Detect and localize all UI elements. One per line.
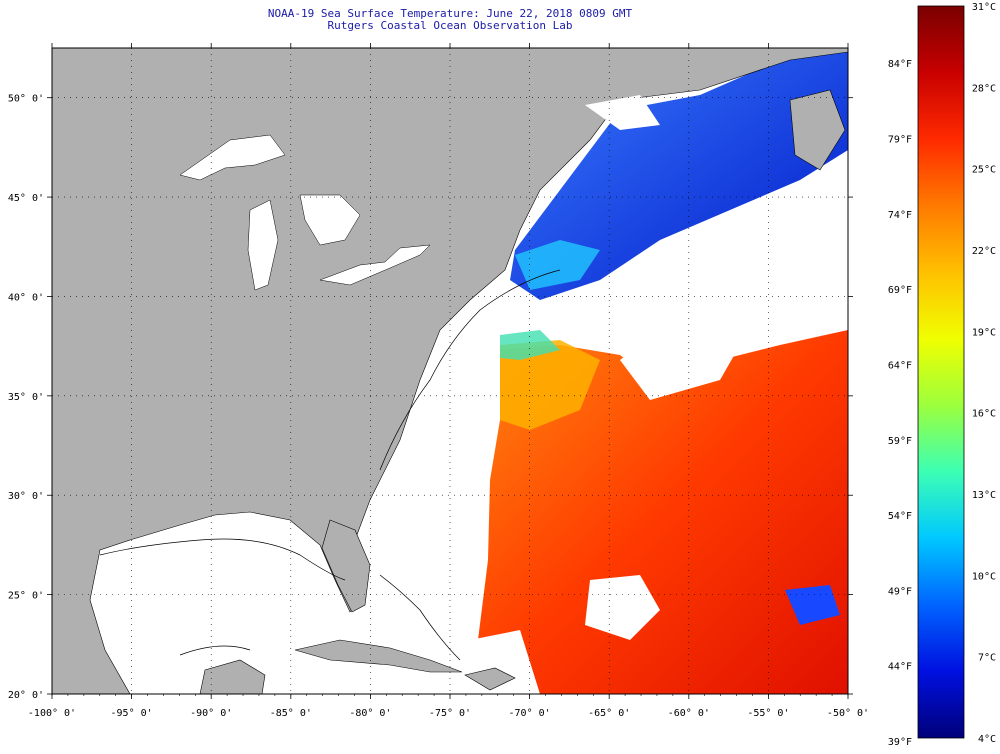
- colorbar-celsius-labels: 31°C 28°C 25°C 22°C 19°C 16°C 13°C 10°C 7°C 4°C: [972, 2, 996, 745]
- sst-warm-region: [470, 330, 848, 694]
- colorbar-fahrenheit-label: 69°F: [888, 285, 912, 296]
- great-lake-superior: [179, 134, 286, 181]
- latitude-label: 50° 0': [8, 94, 44, 105]
- colorbar-fahrenheit-label: 84°F: [888, 59, 912, 70]
- longitude-label: -65° 0': [588, 708, 630, 719]
- colorbar-fahrenheit-label: 44°F: [888, 662, 912, 673]
- isobath-contour: [99, 538, 346, 581]
- colorbar-celsius-label: 16°C: [972, 409, 996, 420]
- colorbar-celsius-label: 13°C: [972, 490, 996, 501]
- colorbar-celsius-label: 4°C: [978, 734, 996, 745]
- map-gridlines: [52, 48, 848, 694]
- colorbar-fahrenheit-label: 59°F: [888, 436, 912, 447]
- map-ticks: [47, 43, 853, 699]
- colorbar-fahrenheit-label: 39°F: [888, 737, 912, 748]
- longitude-label: -100° 0': [28, 708, 76, 719]
- colorbar-fahrenheit-label: 64°F: [888, 360, 912, 371]
- cloud-patch: [620, 300, 760, 400]
- newfoundland-island: [789, 89, 846, 171]
- longitude-label: -75° 0': [429, 708, 471, 719]
- longitude-label: -50° 0': [827, 708, 869, 719]
- sst-shelf-region: [500, 330, 560, 360]
- colorbar-celsius-label: 31°C: [972, 2, 996, 13]
- isobath-contour: [179, 645, 251, 656]
- yucatan-land: [199, 659, 266, 694]
- colorbar-celsius-label: 19°C: [972, 327, 996, 338]
- cuba-island: [294, 639, 463, 673]
- hispaniola-island: [464, 667, 516, 691]
- latitude-label: 45° 0': [8, 193, 44, 204]
- latitude-label: 20° 0': [8, 690, 44, 701]
- isobath-contour: [379, 574, 461, 661]
- great-lake-erie-ontario: [319, 244, 431, 286]
- great-lake-michigan: [247, 199, 279, 291]
- great-lake-huron: [299, 194, 361, 246]
- colorbar-fahrenheit-label: 74°F: [888, 210, 912, 221]
- longitude-label: -90° 0': [190, 708, 232, 719]
- cloud-patch: [585, 575, 660, 640]
- latitude-label: 40° 0': [8, 292, 44, 303]
- longitude-label: -70° 0': [509, 708, 551, 719]
- latitude-labels: 50° 0' 45° 0' 40° 0' 35° 0' 30° 0' 25° 0' 20° …: [8, 94, 44, 701]
- latitude-label: 35° 0': [8, 392, 44, 403]
- isobath-contour: [379, 269, 561, 471]
- colorbar-celsius-label: 22°C: [972, 246, 996, 257]
- longitude-label: -85° 0': [270, 708, 312, 719]
- title-block: NOAA-19 Sea Surface Temperature: June 22…: [0, 8, 900, 32]
- map-plot-area: [52, 48, 848, 694]
- sst-shelf-region: [500, 340, 600, 430]
- colorbar: [917, 5, 965, 739]
- colorbar-celsius-label: 7°C: [978, 653, 996, 664]
- map-title: NOAA-19 Sea Surface Temperature: June 22…: [267, 7, 633, 20]
- latitude-label: 30° 0': [8, 491, 44, 502]
- gulf-st-lawrence-cloud: [585, 95, 660, 130]
- longitude-labels: -100° 0' -95° 0' -90° 0' -85° 0' -80° 0' -75°…: [28, 708, 869, 719]
- colorbar-celsius-label: 25°C: [972, 165, 996, 176]
- colorbar-fahrenheit-label: 54°F: [888, 511, 912, 522]
- latitude-label: 25° 0': [8, 591, 44, 602]
- florida-peninsula: [321, 519, 371, 613]
- longitude-label: -55° 0': [747, 708, 789, 719]
- longitude-label: -60° 0': [668, 708, 710, 719]
- sst-cold-patch: [785, 585, 840, 625]
- colorbar-fahrenheit-label: 79°F: [888, 135, 912, 146]
- map-subtitle: Rutgers Coastal Ocean Observation Lab: [327, 19, 573, 32]
- longitude-label: -95° 0': [111, 708, 153, 719]
- sst-cold-region: [510, 48, 848, 300]
- colorbar-fahrenheit-label: 49°F: [888, 586, 912, 597]
- colorbar-fahrenheit-labels: 84°F 79°F 74°F 69°F 64°F 59°F 54°F 49°F 44°F 39°F: [888, 59, 912, 748]
- longitude-label: -80° 0': [349, 708, 391, 719]
- colorbar-celsius-label: 28°C: [972, 83, 996, 94]
- colorbar-celsius-label: 10°C: [972, 571, 996, 582]
